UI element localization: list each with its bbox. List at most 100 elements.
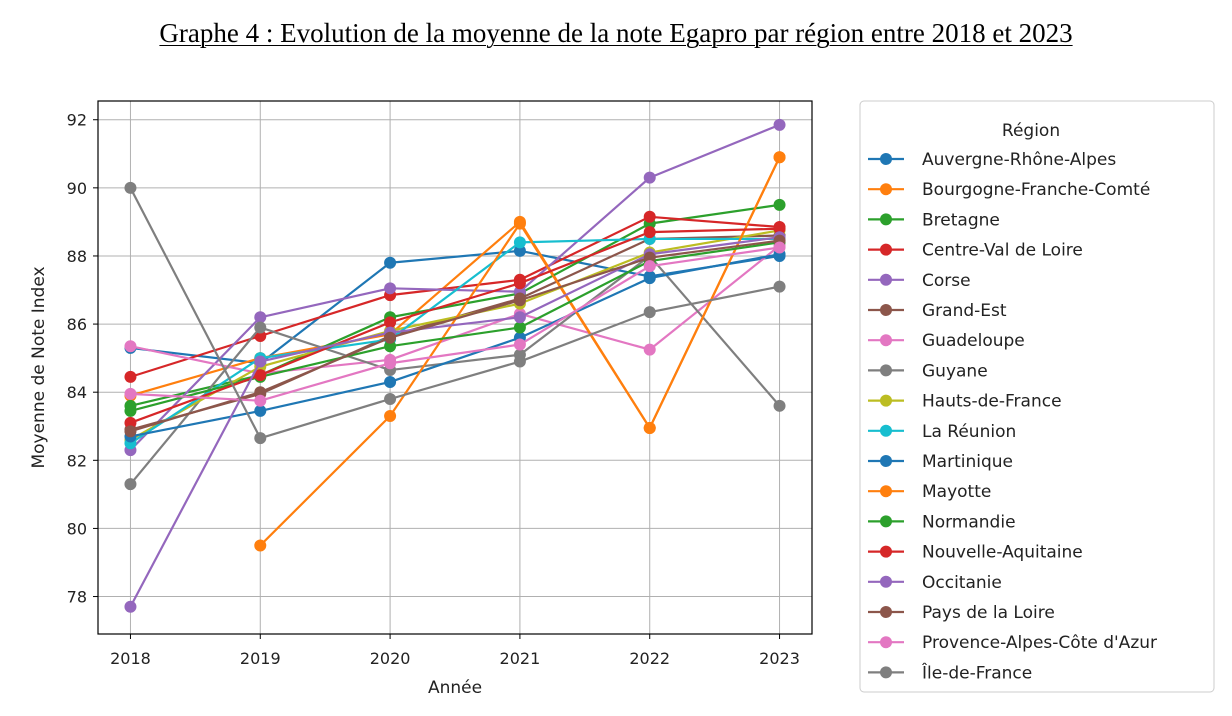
legend-entry: Martinique: [868, 452, 1013, 472]
legend-label: Île-de-France: [921, 661, 1032, 683]
data-point: [124, 387, 137, 400]
legend-label: Guyane: [922, 361, 988, 381]
legend-label: Bretagne: [922, 210, 1000, 230]
y-tick-label: 84: [67, 383, 87, 402]
data-point: [124, 181, 137, 194]
data-point: [773, 151, 786, 164]
data-point: [773, 198, 786, 211]
legend-label: Mayotte: [922, 482, 991, 502]
legend-entry: Centre-Val de Loire: [868, 241, 1083, 261]
legend-label: Auvergne-Rhône-Alpes: [922, 150, 1116, 170]
series-line: [130, 215, 780, 378]
x-tick-label: 2020: [370, 649, 411, 668]
plot-area-frame: [97, 100, 813, 635]
legend-marker: [880, 304, 892, 316]
legend-entry: Corse: [868, 271, 971, 291]
legend-marker: [880, 394, 892, 407]
legend-label: La Réunion: [922, 422, 1016, 442]
data-point: [254, 369, 267, 382]
data-point: [513, 294, 526, 307]
series-line: [130, 203, 780, 407]
legend-entry: Pays de la Loire: [868, 603, 1055, 623]
axis-ticks: 2018 2019 2020 2021 2022 2023 78 80 82 84 86 88 90 92: [67, 111, 800, 668]
data-point: [124, 478, 137, 491]
legend-entry: Bourgogne-Franche-Comté: [868, 180, 1150, 200]
data-point: [384, 375, 397, 388]
data-point: [124, 404, 137, 417]
data-point: [384, 357, 397, 370]
legend-marker: [880, 666, 892, 679]
legend-marker: [880, 636, 892, 649]
legend-entry: La Réunion: [868, 422, 1016, 442]
data-point: [513, 355, 526, 368]
series-line: [129, 187, 780, 440]
series-mayotte: [254, 151, 786, 552]
legend-entry: Île-de-France: [868, 661, 1032, 683]
data-point: [124, 370, 137, 383]
data-point: [513, 236, 526, 249]
legend-label: Martinique: [922, 452, 1013, 472]
series-guyane: [124, 249, 786, 491]
legend-marker: [880, 515, 892, 528]
y-tick-label: 88: [67, 247, 87, 266]
data-point: [254, 386, 267, 399]
y-tick-label: 90: [67, 179, 87, 198]
data-point: [643, 421, 656, 434]
data-point: [254, 404, 267, 417]
legend-label: Normandie: [922, 512, 1016, 532]
legend-marker: [880, 213, 892, 226]
legend-marker: [880, 364, 892, 377]
grid: [98, 101, 812, 634]
data-point: [384, 256, 397, 269]
x-tick-label: 2019: [240, 649, 281, 668]
legend-entry: Guadeloupe: [868, 331, 1025, 351]
legend-title: Région: [1002, 121, 1060, 141]
x-tick-label: 2023: [759, 649, 800, 668]
legend: Région Auvergne-Rhône-Alpes Bourgogne-Fra…: [859, 100, 1215, 693]
legend-label: Nouvelle-Aquitaine: [922, 543, 1083, 563]
data-point: [773, 280, 786, 293]
data-point: [513, 338, 526, 351]
series--le-de-france: [124, 181, 786, 445]
y-axis-label: Moyenne de Note Index: [29, 266, 49, 468]
legend-marker: [880, 424, 892, 437]
data-point: [124, 425, 137, 438]
series-line: [129, 229, 780, 441]
legend-entry: Normandie: [868, 512, 1016, 532]
legend-label: Guadeloupe: [922, 331, 1025, 351]
data-point: [124, 340, 137, 353]
data-point: [513, 311, 526, 324]
legend-entry: Hauts-de-France: [868, 392, 1062, 412]
legend-label: Pays de la Loire: [922, 603, 1055, 623]
legend-marker: [880, 545, 892, 558]
data-point: [254, 539, 267, 552]
page-title: Graphe 4 : Evolution de la moyenne de la…: [159, 18, 1073, 48]
legend-marker: [880, 273, 892, 286]
data-point: [643, 251, 656, 264]
series-line: [130, 234, 780, 431]
data-point: [643, 171, 656, 184]
data-point: [513, 277, 526, 290]
series-line: [130, 241, 780, 412]
data-point: [643, 343, 656, 356]
legend-entry: Bretagne: [868, 210, 1000, 230]
series-normandie: [124, 236, 786, 417]
legend-entry: Guyane: [868, 361, 988, 381]
data-point: [384, 340, 397, 353]
series-line: [129, 237, 780, 445]
legend-marker: [880, 153, 892, 165]
data-point: [773, 241, 786, 254]
legend-label: Provence-Alpes-Côte d'Azur: [922, 633, 1157, 653]
legend-label: Hauts-de-France: [922, 392, 1062, 412]
data-point: [643, 260, 656, 273]
series-lines: [124, 118, 786, 613]
series-nouvelle-aquitaine: [124, 222, 786, 429]
legend-label: Centre-Val de Loire: [922, 241, 1083, 261]
legend-entry: Nouvelle-Aquitaine: [868, 543, 1083, 563]
legend-marker: [880, 183, 892, 196]
legend-entry: Grand-Est: [868, 301, 1007, 321]
data-point: [254, 432, 267, 445]
x-axis-label: Année: [428, 678, 482, 698]
legend-entry: Auvergne-Rhône-Alpes: [868, 150, 1116, 170]
